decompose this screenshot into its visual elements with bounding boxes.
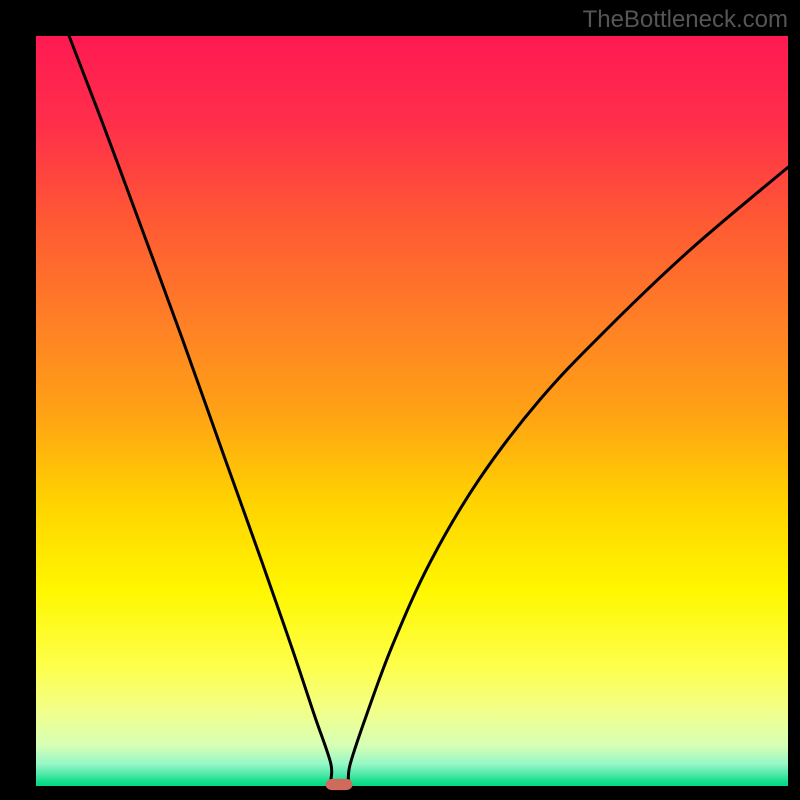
chart-svg — [0, 0, 800, 800]
vertex-marker — [326, 779, 353, 790]
plot-background — [36, 36, 788, 786]
chart-stage: TheBottleneck.com — [0, 0, 800, 800]
